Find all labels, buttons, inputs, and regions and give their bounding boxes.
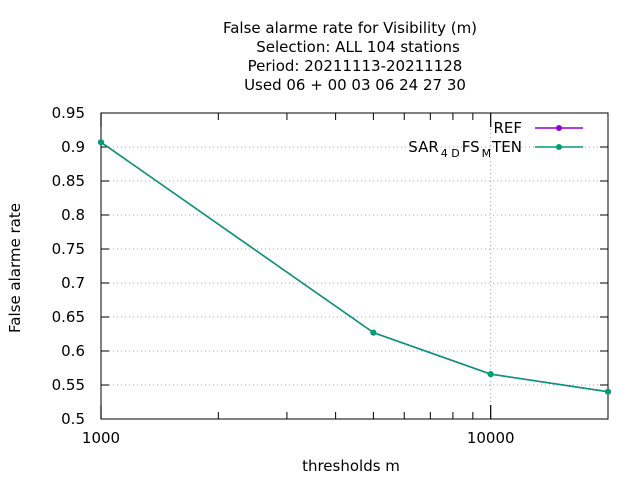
chart-title-line-3: Period: 20211113-20211128 (248, 57, 463, 75)
y-tick-label: 0.85 (52, 172, 85, 190)
series-1-point (487, 371, 494, 378)
legend-label-sar-pre: SAR (408, 138, 438, 156)
series-1-point (370, 329, 377, 336)
legend-marker-ref (556, 125, 562, 131)
x-axis-label: thresholds m (302, 457, 400, 475)
legend-label-sar: SAR 4 D FS MTEN (408, 138, 522, 160)
series-1-point (98, 139, 104, 146)
x-tick-label: 1000 (82, 429, 120, 447)
legend-label-sar-post: TEN (491, 138, 522, 156)
chart-title-line-4: Used 06 + 00 03 06 24 27 30 (244, 76, 466, 94)
y-tick-label: 0.5 (61, 410, 85, 428)
ticks: 0.5 0.55 0.6 0.65 0.7 0.75 0.8 0.85 0.9 0.95 1000 1… (52, 104, 608, 447)
legend-label-ref: REF (493, 119, 522, 137)
legend-label-sar-sub1: 4 D (441, 147, 460, 160)
y-tick-label: 0.65 (52, 308, 85, 326)
y-tick-label: 0.9 (61, 138, 85, 156)
legend: REF SAR 4 D FS MTEN (408, 119, 583, 160)
chart-title-line-1: False alarme rate for Visibility (m) (223, 19, 477, 37)
x-tick-label: 10000 (467, 429, 515, 447)
series-line-1 (100, 141, 609, 393)
y-tick-label: 0.95 (52, 104, 85, 122)
series-line-0 (100, 141, 609, 393)
legend-marker-sar (556, 144, 562, 150)
legend-label-sar-sub2: M (482, 147, 492, 160)
y-tick-label: 0.8 (61, 206, 85, 224)
y-tick-label: 0.6 (61, 342, 85, 360)
series-group (98, 139, 611, 395)
y-tick-label: 0.55 (52, 376, 85, 394)
grid (101, 113, 608, 419)
y-axis-label: False alarme rate (6, 203, 24, 333)
series-1-point (605, 388, 611, 395)
plot-frame (100, 112, 609, 420)
y-tick-label: 0.7 (61, 274, 85, 292)
y-tick-label: 0.75 (52, 240, 85, 258)
chart-title-line-2: Selection: ALL 104 stations (256, 38, 460, 56)
legend-label-sar-mid: FS (462, 138, 480, 156)
